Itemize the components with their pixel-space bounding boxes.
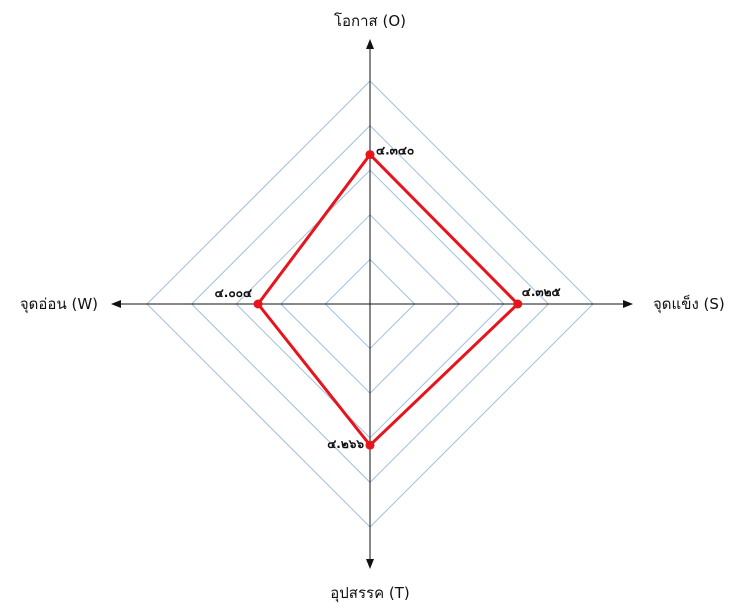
axis-label-left: จุดอ่อน (W) xyxy=(20,295,98,314)
value-label-left: ๔.๐๐๔ xyxy=(215,286,252,300)
data-point-left xyxy=(253,299,263,309)
series xyxy=(253,150,523,450)
data-point-up xyxy=(365,150,375,160)
value-label-right: ๔.๓๒๕ xyxy=(522,285,561,299)
axes xyxy=(111,39,633,569)
axis-label-right: จุดแข็ง (S) xyxy=(653,294,725,314)
data-point-right xyxy=(513,299,523,309)
value-label-down: ๔.๒๖๖ xyxy=(327,437,364,451)
data-point-down xyxy=(365,440,375,450)
value-label-up: ๔.๓๔๐ xyxy=(376,144,414,158)
axis-label-down: อุปสรรค (T) xyxy=(330,584,409,603)
axis-label-up: โอกาส (O) xyxy=(334,12,406,30)
